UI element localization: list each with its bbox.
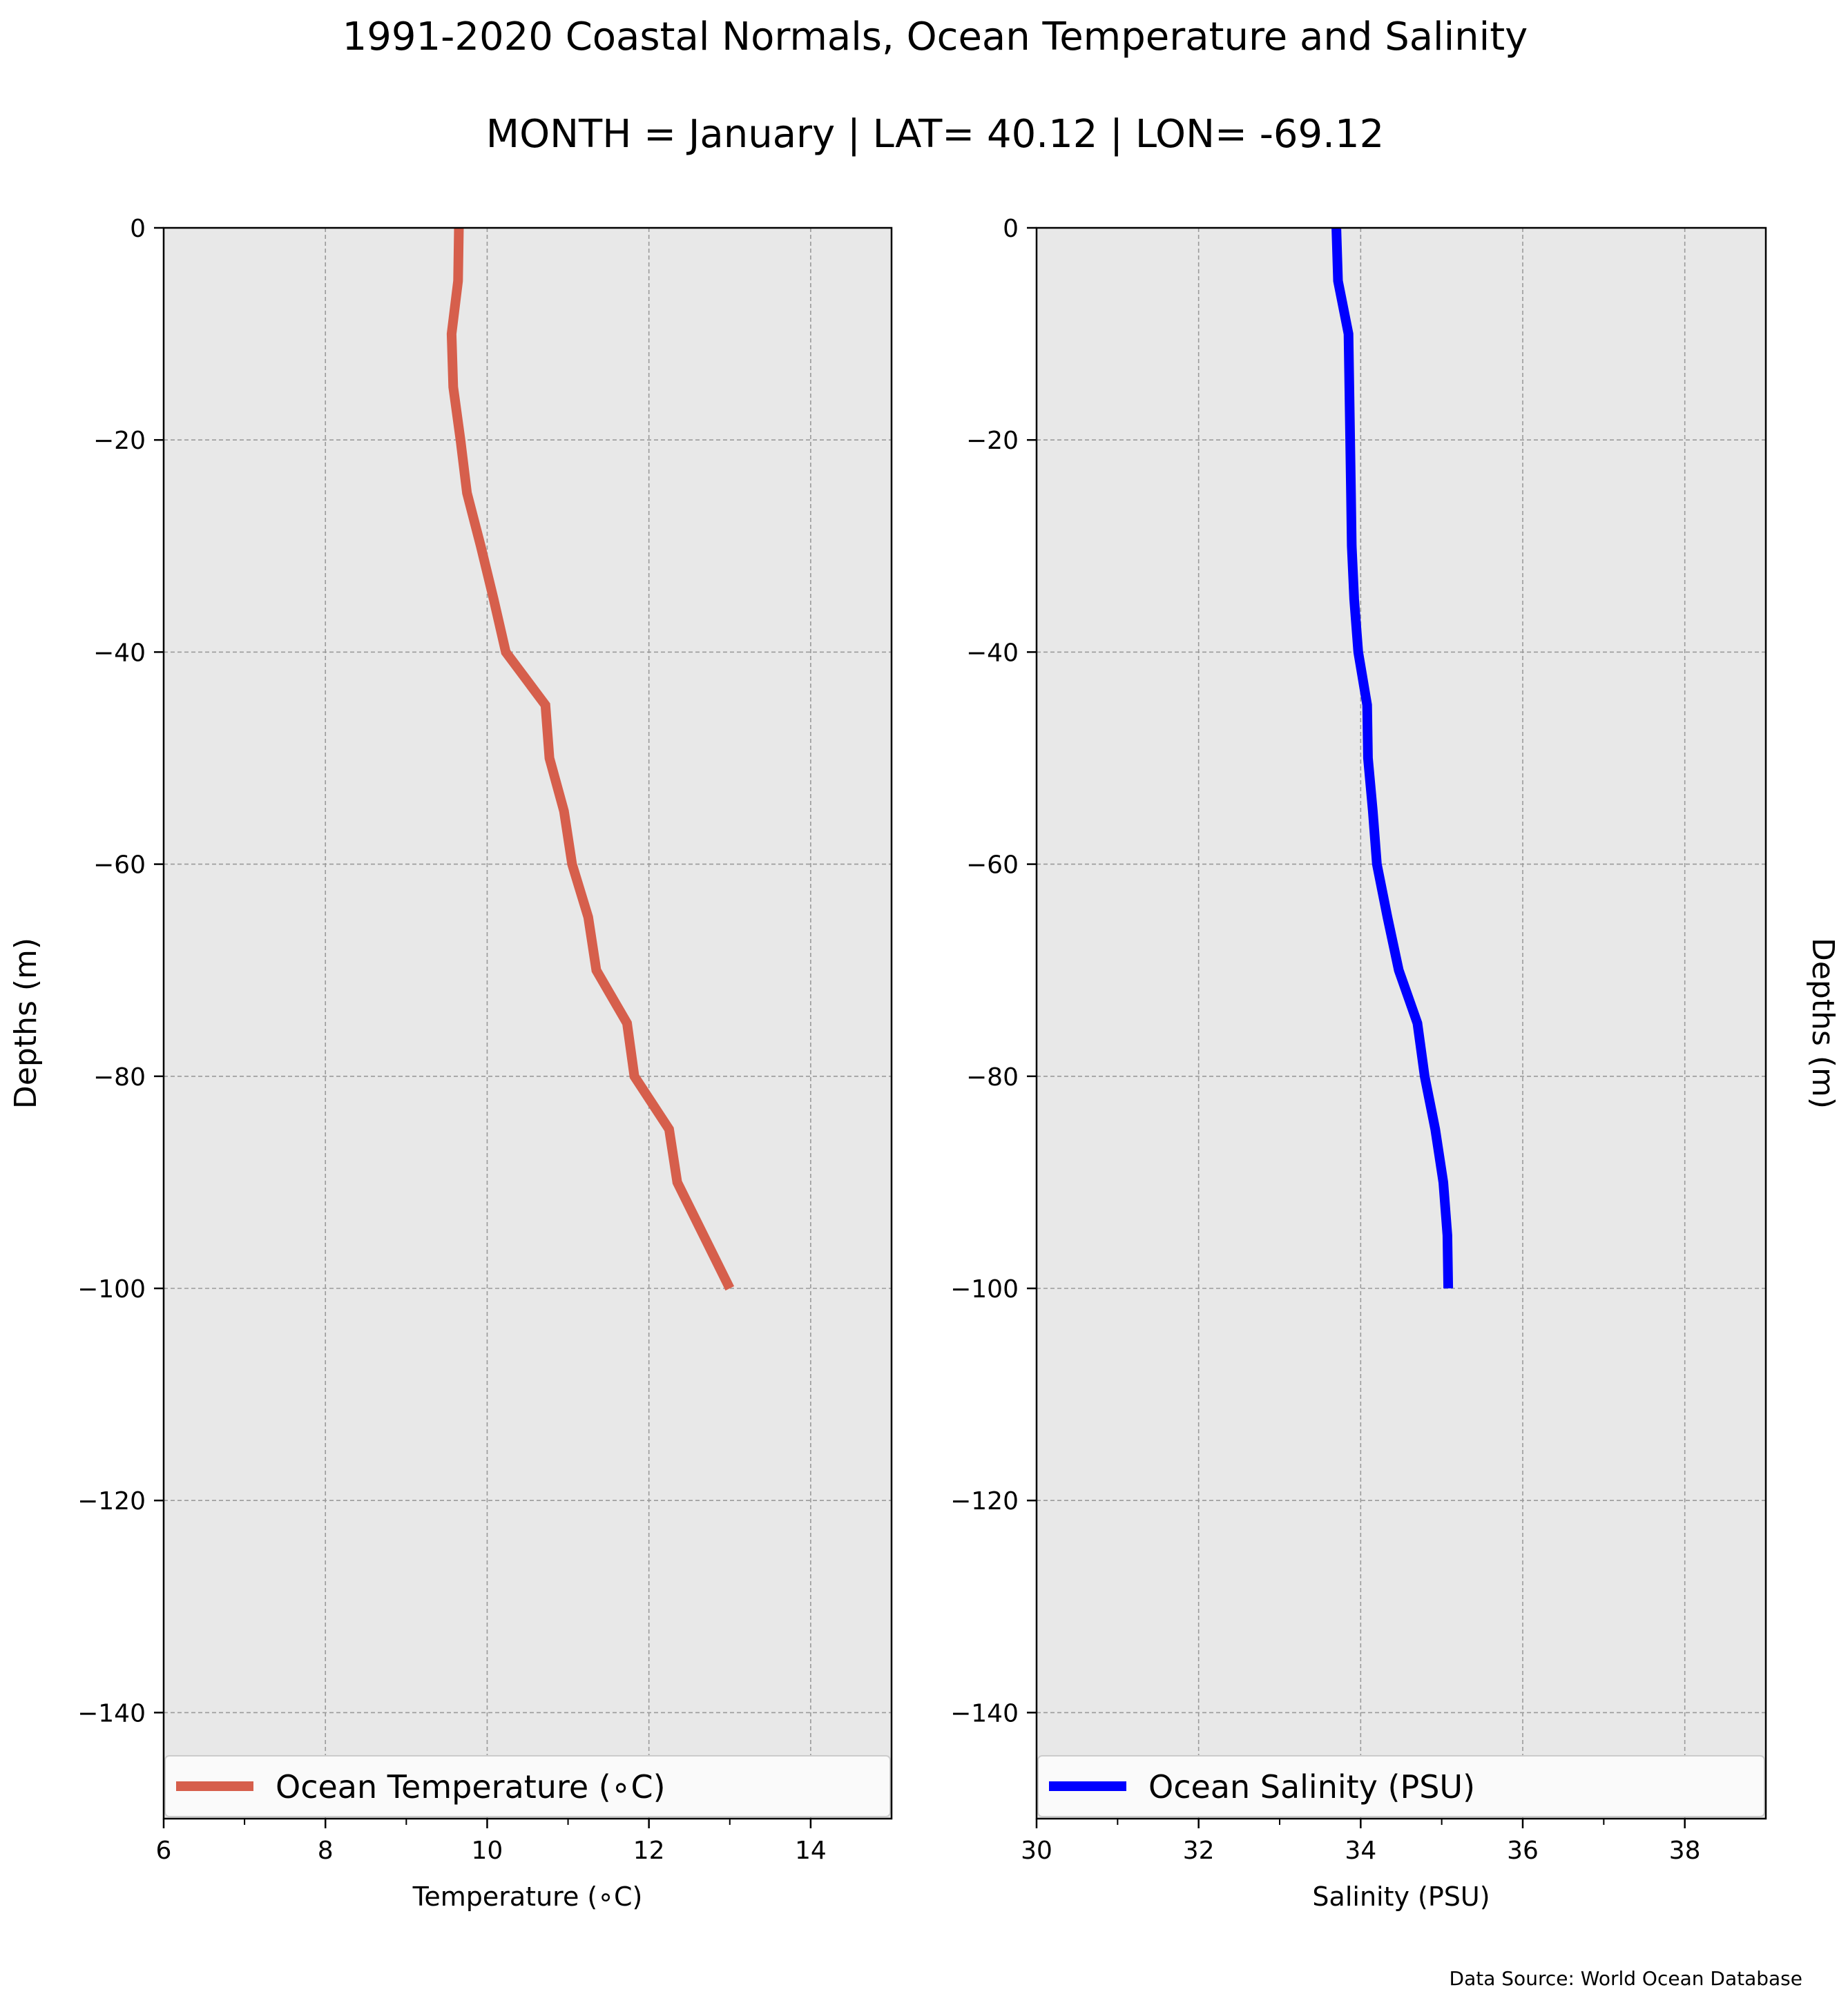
y-tick-label: −100 [77,1275,146,1304]
x-tick-label: 6 [156,1837,172,1865]
y-tick-label: −120 [950,1487,1019,1516]
x-tick-label: 32 [1183,1837,1215,1865]
y-tick-label: −80 [966,1063,1019,1092]
salinity-panel: Ocean Salinity (PSU) 30 32 34 36 38 0 −20 −40 −60… [950,215,1840,1912]
x-tick-label: 12 [633,1837,665,1865]
plot-area [164,228,892,1819]
y-tick-label: 0 [1003,215,1019,243]
x-tick-label: 10 [472,1837,503,1865]
x-tick-label: 30 [1021,1837,1052,1865]
x-tick-label: 34 [1345,1837,1376,1865]
plot-area [1037,228,1766,1819]
figure-title: 1991-2020 Coastal Normals, Ocean Tempera… [343,14,1528,59]
y-tick-label: 0 [130,215,146,243]
series-line [446,227,735,1291]
axes-frame [1035,226,1767,1820]
y-tick-label: −140 [77,1699,146,1728]
y-tick-label: −60 [93,851,146,880]
y-tick-label: −20 [93,427,146,455]
temperature-panel: Ocean Temperature (∘C) 6 8 10 12 14 0 −20 −40 −60… [8,215,893,1912]
y-tick-label: −60 [966,851,1019,880]
x-axis-label: Salinity (PSU) [1312,1881,1490,1912]
y-axis-label: Depths (m) [1805,938,1840,1109]
figure-subtitle: MONTH = January | LAT= 40.12 | LON= -69.… [486,112,1384,157]
legend-box [1037,1755,1765,1817]
y-tick-label: −20 [966,427,1019,455]
x-tick-label: 38 [1669,1837,1701,1865]
series-line [1331,227,1454,1289]
y-tick-label: −80 [93,1063,146,1092]
x-tick-label: 14 [795,1837,827,1865]
x-tick-label: 8 [318,1837,334,1865]
y-tick-label: −120 [77,1487,146,1516]
data-source: Data Source: World Ocean Database [1450,1967,1802,1990]
y-tick-label: −40 [966,639,1019,667]
legend-label: Ocean Salinity (PSU) [1148,1768,1475,1806]
axes-frame [162,226,893,1820]
y-axis-label: Depths (m) [8,938,44,1109]
y-tick-label: −100 [950,1275,1019,1304]
x-tick-label: 36 [1507,1837,1539,1865]
legend-box [164,1755,891,1817]
legend-label: Ocean Temperature (∘C) [276,1768,666,1806]
y-tick-label: −140 [950,1699,1019,1728]
y-tick-label: −40 [93,639,146,667]
x-axis-label: Temperature (∘C) [412,1881,643,1912]
